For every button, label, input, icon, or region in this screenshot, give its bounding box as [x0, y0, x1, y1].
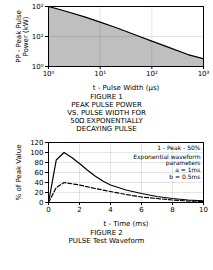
svg-text:2: 2 [77, 206, 81, 214]
svg-text:t - Time (ms): t - Time (ms) [103, 220, 148, 228]
svg-text:10¹: 10¹ [32, 33, 44, 41]
svg-text:10³: 10³ [198, 70, 210, 78]
svg-text:4: 4 [108, 206, 113, 214]
svg-text:t - Pulse Width (μs): t - Pulse Width (μs) [93, 84, 160, 92]
svg-text:80: 80 [35, 159, 44, 167]
svg-text:10: 10 [199, 206, 208, 214]
html-text:FIGURE 2 PULSE Test Waveform: FIGURE 2 PULSE Test Waveform [68, 229, 145, 245]
svg-text:8: 8 [170, 206, 174, 214]
svg-text:10⁰: 10⁰ [43, 70, 55, 78]
svg-text:10²: 10² [146, 70, 158, 78]
svg-text:0: 0 [46, 206, 50, 214]
svg-text:Exponential waveformparameters: Exponential waveformparametersa = 1msb =… [133, 153, 200, 180]
svg-text:0: 0 [39, 199, 43, 207]
svg-text:60: 60 [35, 169, 44, 177]
html-text:FIGURE 1 PEAK PULSE POWER VS.: FIGURE 1 PEAK PULSE POWER VS. PULSE WIDT… [67, 93, 146, 133]
svg-text:120: 120 [30, 139, 43, 147]
svg-text:PP - Peak PulsePower (kW): PP - Peak PulsePower (kW) [15, 10, 30, 63]
svg-text:% of Peak Value: % of Peak Value [15, 145, 23, 201]
svg-text:1 - Peak - 50%: 1 - Peak - 50% [157, 144, 201, 151]
svg-text:10²: 10² [32, 3, 44, 11]
svg-text:100: 100 [30, 149, 43, 157]
svg-text:10⁰: 10⁰ [31, 62, 44, 71]
svg-text:6: 6 [139, 206, 144, 214]
svg-text:10¹: 10¹ [94, 70, 106, 78]
svg-text:40: 40 [35, 179, 44, 187]
svg-text:20: 20 [35, 189, 44, 197]
